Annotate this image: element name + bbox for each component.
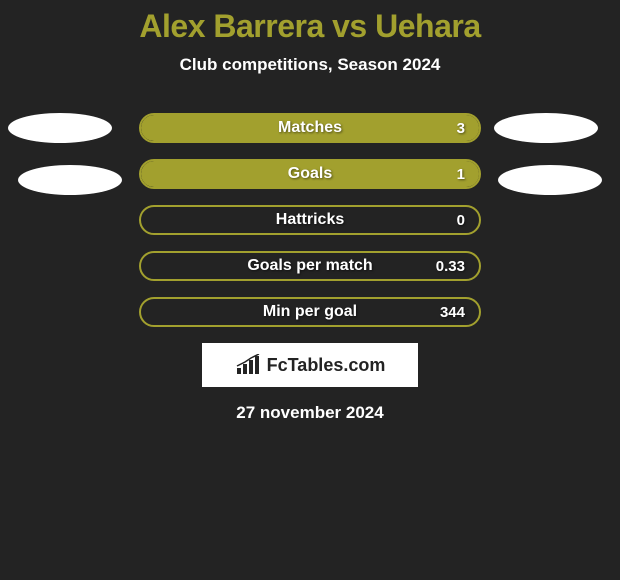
stat-value: 1 [457, 166, 465, 183]
stat-row: Matches 3 [139, 113, 481, 143]
stat-row: Min per goal 344 [139, 297, 481, 327]
stat-label: Hattricks [276, 211, 344, 229]
player-right-marker-1 [494, 113, 598, 143]
stat-row: Goals 1 [139, 159, 481, 189]
player-left-marker-1 [8, 113, 112, 143]
player-right-marker-2 [498, 165, 602, 195]
stat-value: 0 [457, 212, 465, 229]
stats-section: Matches 3 Goals 1 Hattricks 0 Goals per … [0, 113, 620, 423]
page-title: Alex Barrera vs Uehara [0, 8, 620, 45]
stat-row: Goals per match 0.33 [139, 251, 481, 281]
stat-value: 3 [457, 120, 465, 137]
player-left-marker-2 [18, 165, 122, 195]
stat-value: 0.33 [436, 258, 465, 275]
stat-row: Hattricks 0 [139, 205, 481, 235]
bar-chart-icon [235, 354, 263, 376]
subtitle: Club competitions, Season 2024 [0, 55, 620, 75]
source-logo: FcTables.com [202, 343, 418, 387]
logo-text: FcTables.com [267, 355, 386, 376]
stat-value: 344 [440, 304, 465, 321]
stat-label: Min per goal [263, 303, 357, 321]
date-label: 27 november 2024 [0, 403, 620, 423]
stat-label: Matches [278, 119, 342, 137]
stat-label: Goals [288, 165, 332, 183]
stat-label: Goals per match [247, 257, 372, 275]
